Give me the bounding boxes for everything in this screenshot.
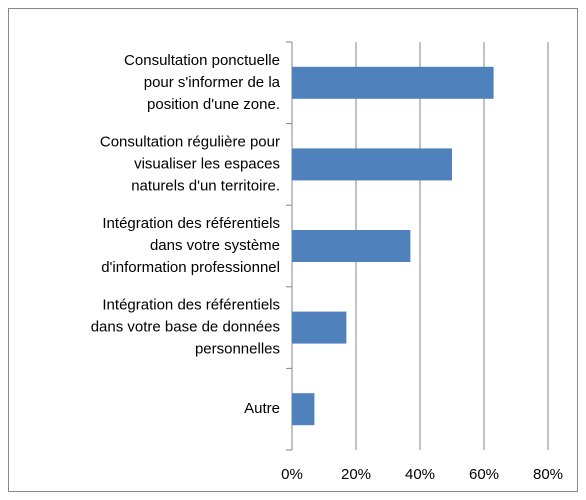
bar [292,311,347,344]
y-tick-label: Intégration des référentiels [102,215,280,232]
y-tick-label: d'information professionnel [101,259,280,276]
y-tick-label: dans votre base de données [91,319,280,336]
x-tick-label: 60% [469,466,499,483]
y-tick-label: personnelles [195,341,280,358]
bar [292,148,452,181]
y-tick-label: Consultation ponctuelle [124,52,280,69]
y-tick-label: Intégration des référentiels [102,297,280,314]
y-tick-label: visualiser les espaces [134,155,280,172]
y-tick-label: Consultation régulière pour [100,133,280,150]
y-tick-label: naturels d'un territoire. [131,177,280,194]
x-tick-label: 0% [281,466,303,483]
y-tick-label: pour s'informer de la [144,74,281,91]
x-tick-label: 20% [341,466,371,483]
y-tick-label: position d'une zone. [147,96,280,113]
y-tick-label: Autre [244,400,280,417]
x-tick-label: 40% [405,466,435,483]
bar [292,393,315,426]
bar [292,230,411,262]
bar [292,66,494,99]
x-tick-label: 80% [533,466,563,483]
y-tick-label: dans votre système [150,237,280,254]
